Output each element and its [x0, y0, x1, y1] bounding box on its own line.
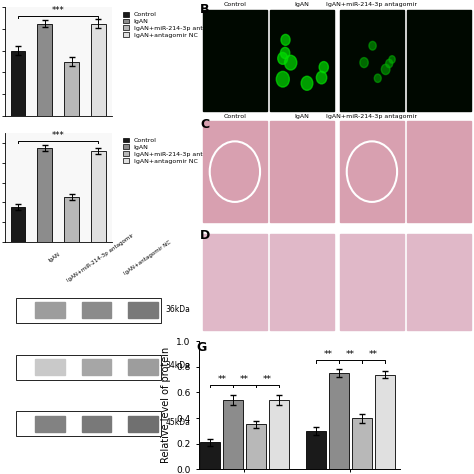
Bar [201, 442, 220, 469]
Circle shape [298, 20, 310, 35]
Text: B: B [200, 3, 210, 17]
Bar [270, 10, 334, 111]
Circle shape [388, 24, 399, 37]
Bar [16, 298, 161, 323]
Text: **: ** [240, 374, 249, 383]
Text: **: ** [217, 374, 226, 383]
Text: IgAN: IgAN [294, 115, 310, 119]
Text: G: G [197, 341, 207, 354]
Bar [246, 425, 266, 469]
Bar [37, 148, 52, 242]
Bar [91, 24, 106, 116]
Circle shape [315, 49, 328, 63]
Circle shape [352, 47, 359, 56]
Circle shape [285, 36, 294, 46]
Bar [270, 234, 334, 330]
Bar [91, 151, 106, 242]
Bar [11, 51, 26, 116]
Text: IgAN: IgAN [294, 2, 310, 7]
Bar [203, 234, 267, 330]
Text: **: ** [346, 350, 355, 359]
Circle shape [278, 46, 289, 59]
Bar [128, 359, 158, 375]
Bar [16, 355, 161, 380]
Bar [16, 411, 161, 437]
Bar [407, 121, 471, 222]
Bar [340, 234, 404, 330]
Circle shape [301, 24, 308, 31]
Bar [35, 302, 65, 318]
Legend: Control, IgAN, IgAN+miR-214-3p antagomir, IgAN+antagomir NC: Control, IgAN, IgAN+miR-214-3p antagomir… [121, 10, 226, 39]
Text: IgAN+antagomir NC: IgAN+antagomir NC [123, 239, 172, 276]
Bar [407, 234, 471, 330]
Bar [128, 302, 158, 318]
Text: ***: *** [52, 6, 64, 15]
Circle shape [283, 85, 290, 93]
Circle shape [314, 54, 320, 61]
Bar [11, 207, 26, 242]
Bar [329, 374, 349, 469]
Circle shape [356, 82, 362, 89]
Bar [37, 24, 52, 116]
Text: C: C [200, 118, 209, 131]
Text: ***: *** [52, 131, 64, 140]
Text: **: ** [263, 374, 272, 383]
Bar [82, 302, 111, 318]
Bar [35, 416, 65, 432]
Text: **: ** [369, 350, 378, 359]
Bar [128, 416, 158, 432]
Bar [340, 10, 404, 111]
Bar [64, 197, 79, 242]
Bar [203, 10, 267, 111]
Bar [64, 62, 79, 116]
Bar [374, 374, 394, 469]
Bar [82, 359, 111, 375]
Text: 36kDa: 36kDa [165, 305, 190, 313]
Text: IgAN+miR-214-3p antagomir: IgAN+miR-214-3p antagomir [327, 2, 418, 7]
Text: Control: Control [223, 115, 246, 119]
Bar [306, 431, 327, 469]
Bar [203, 121, 267, 222]
Text: IgAN+miR-214-3p antagomir: IgAN+miR-214-3p antagomir [66, 233, 135, 283]
Bar [407, 10, 471, 111]
Circle shape [375, 44, 383, 54]
Bar [35, 359, 65, 375]
Legend: Control, IgAN, IgAN+miR-214-3p antagomir, IgAN+antagomir NC: Control, IgAN, IgAN+miR-214-3p antagomir… [121, 137, 226, 165]
Bar [340, 121, 404, 222]
Bar [270, 121, 334, 222]
Circle shape [297, 46, 306, 57]
Text: 34kDa: 34kDa [165, 362, 190, 370]
Y-axis label: Relative level of protein: Relative level of protein [161, 347, 171, 464]
Circle shape [356, 46, 362, 53]
Text: IgAN+miR-214-3p antagomir: IgAN+miR-214-3p antagomir [327, 115, 418, 119]
Bar [269, 400, 289, 469]
Bar [223, 400, 243, 469]
Text: 45kDa: 45kDa [165, 419, 190, 427]
Text: D: D [200, 229, 210, 242]
Text: Control: Control [223, 2, 246, 7]
Bar [352, 418, 372, 469]
Text: IgAN: IgAN [47, 252, 61, 264]
Bar [82, 416, 111, 432]
Text: **: ** [323, 350, 332, 359]
Circle shape [383, 32, 391, 41]
